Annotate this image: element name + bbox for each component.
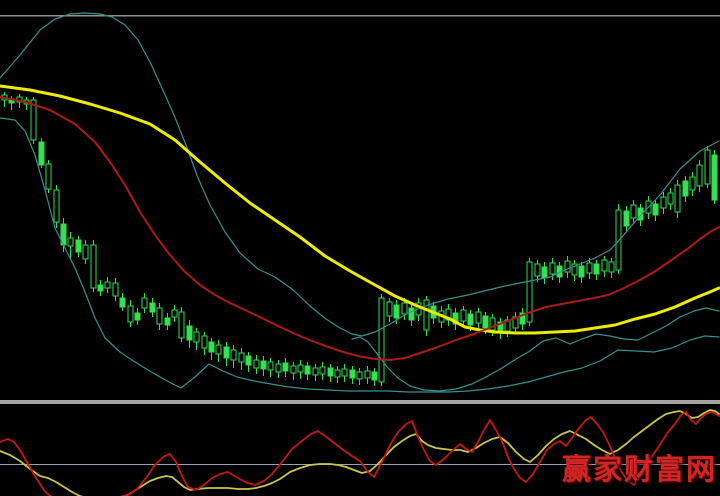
candle-body [75,239,82,253]
candle-body [601,259,608,272]
candle-body [327,367,334,377]
candle-body [608,261,615,273]
candle-body [253,359,260,369]
candle-body [290,365,297,374]
candle-body [578,265,585,278]
candle-body [260,360,267,370]
candle-body [334,369,341,378]
candle-body [711,154,718,201]
candle-body [319,366,326,375]
candle-body [467,313,474,326]
candle-body [238,352,245,363]
candle-body [156,307,163,325]
candle-body [630,204,637,219]
candle-body [696,164,703,187]
candle-body [112,282,119,297]
candle-body [541,266,548,279]
candle-body [534,263,541,277]
candle-body [297,364,304,373]
candle-body [660,196,667,209]
candle-body [356,371,363,380]
candle-body [623,210,630,227]
candle-body [519,312,526,325]
candle-body [401,302,408,315]
candle-body [45,163,52,190]
candle-body [593,263,600,275]
candle-body [201,335,208,349]
candle-body [245,355,252,366]
candle-body [215,344,222,355]
candle-body [704,149,711,185]
candle-body [267,361,274,371]
candle-body [90,244,97,289]
candle-body [408,307,415,321]
candle-body [178,311,185,339]
bollinger-mid-line [0,117,720,393]
candle-body [489,317,496,331]
bollinger-upper-line [0,12,720,337]
candle-body [230,349,237,361]
candle-body [275,363,282,373]
candle-body [67,237,74,247]
ma-red-line [0,96,720,361]
candle-body [141,297,148,309]
candle-body [312,367,319,376]
candle-body [452,312,459,325]
candle-body [637,207,644,221]
candle-body [341,368,348,377]
candle-body [423,299,430,331]
oscillator-red-line [0,411,720,496]
candle-body [127,305,134,323]
candle-body [282,362,289,372]
candle-body [460,309,467,322]
candle-body [304,365,311,375]
candle-body [689,176,696,191]
price-panel-gridline [0,15,720,17]
candle-body [97,284,104,292]
candle-body [104,281,111,289]
candle-body [186,325,193,341]
candle-body [571,263,578,276]
candle-body [674,184,681,213]
candle-body [149,302,156,313]
candle-body [526,261,533,323]
candle-body [667,192,674,205]
candle-body [349,369,356,379]
candle-body [53,189,60,223]
oscillator-gridline [0,464,720,466]
candle-body [38,141,45,166]
candle-body [682,180,689,197]
candle-body [223,346,230,359]
candle-body [564,260,571,273]
bollinger-lower-line [351,307,720,392]
candle-body [371,371,378,381]
candle-body [364,370,371,379]
candle-body [549,262,556,275]
candle-body [393,304,400,319]
candle-body [652,203,659,216]
candle-body [586,262,593,274]
candle-body [208,341,215,353]
candle-body [134,312,141,321]
candle-body [193,331,200,343]
candle-body [30,99,37,141]
oscillator-yellow-line [0,409,720,496]
candle-body [482,315,489,329]
candle-body [119,297,126,308]
candle-body [171,309,178,318]
candle-body [164,317,171,326]
candle-body [386,301,393,317]
candle-body [378,297,385,383]
panel-separator [0,400,720,404]
candle-body [475,311,482,324]
candle-body [82,244,89,260]
ma-yellow-line [0,84,720,335]
